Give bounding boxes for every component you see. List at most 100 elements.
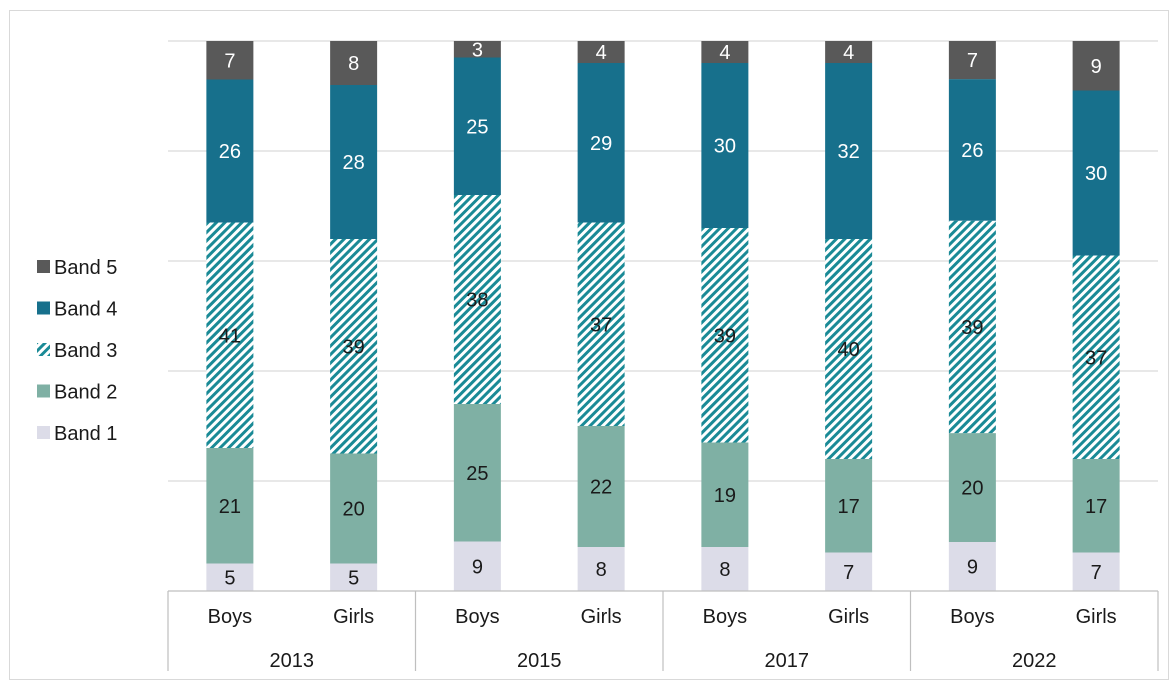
data-label: 39 <box>961 317 983 339</box>
bar-segment-band-5 <box>577 41 625 63</box>
bar-segment-band-2 <box>206 448 254 564</box>
legend-label: Band 5 <box>54 257 117 279</box>
bar-segment-band-5 <box>206 41 254 80</box>
stacked-bar-chart: 5214126752039288925382538223729481939304… <box>37 39 1159 672</box>
data-label: 9 <box>472 556 483 578</box>
data-label: 26 <box>961 140 983 162</box>
bar-segment-band-3 <box>1072 255 1120 459</box>
legend: Band 5 Band 4 Band 3 Band 2 Band 1 <box>37 257 117 445</box>
data-label: 40 <box>838 339 860 361</box>
bar-segment-band-1 <box>577 547 625 591</box>
legend-swatch-band-4 <box>37 301 50 315</box>
bar-segment-band-2 <box>825 459 873 553</box>
legend-label: Band 3 <box>54 340 117 362</box>
data-label: 4 <box>596 42 607 64</box>
group-label: 2022 <box>1012 650 1057 672</box>
bar-segment-band-3 <box>577 222 625 426</box>
data-label: 7 <box>1091 562 1102 584</box>
data-label: 8 <box>719 559 730 581</box>
data-label: 4 <box>719 42 730 64</box>
bar-segment-band-3 <box>701 228 749 443</box>
category-label: Girls <box>1076 606 1117 628</box>
bar-segment-band-1 <box>453 541 501 591</box>
bar-segment-band-1 <box>1072 552 1120 591</box>
category-label: Boys <box>950 606 994 628</box>
legend-label: Band 1 <box>54 423 117 445</box>
legend-swatch-band-1 <box>37 426 50 439</box>
bar-segment-band-3 <box>948 220 996 434</box>
category-label: Boys <box>208 606 252 628</box>
data-label: 7 <box>843 562 854 584</box>
bar-segment-band-5 <box>948 41 996 80</box>
data-label: 37 <box>1085 347 1107 369</box>
bar-segment-band-2 <box>1072 459 1120 553</box>
bar-segment-band-2 <box>701 442 749 547</box>
data-label: 38 <box>466 290 488 312</box>
data-label: 8 <box>348 53 359 75</box>
bar-segment-band-4 <box>577 63 625 223</box>
bar-segment-band-5 <box>1072 41 1120 91</box>
bar-segment-band-4 <box>206 79 254 223</box>
bar-segment-band-1 <box>701 547 749 591</box>
bar-segment-band-4 <box>825 63 873 239</box>
bar-segment-band-1 <box>948 541 996 591</box>
category-label: Girls <box>581 606 622 628</box>
bar-segment-band-5 <box>453 41 501 58</box>
legend-label: Band 2 <box>54 382 117 404</box>
data-label: 30 <box>1085 163 1107 185</box>
legend-swatch-band-3 <box>37 343 50 356</box>
bar-segment-band-3 <box>825 239 873 459</box>
x-axis: Boys Girls 2013 Boys Girls 2015 Boys Girls 2017 B… <box>167 590 1159 672</box>
bar-segment-band-4 <box>453 57 501 195</box>
bar-segment-band-4 <box>1072 90 1120 256</box>
data-label: 21 <box>219 496 241 518</box>
category-label: Girls <box>333 606 374 628</box>
bar-segment-band-1 <box>330 563 378 591</box>
data-label: 25 <box>466 116 488 138</box>
data-label: 4 <box>843 42 854 64</box>
data-label: 28 <box>343 152 365 174</box>
group-label: 2013 <box>270 650 315 672</box>
bar-segment-band-2 <box>453 404 501 542</box>
group-label: 2015 <box>517 650 562 672</box>
bar-segment-band-4 <box>701 63 749 228</box>
bar-segment-band-4 <box>948 79 996 221</box>
category-label: Boys <box>455 606 499 628</box>
data-label: 3 <box>472 39 483 61</box>
bar-segment-band-2 <box>330 453 378 564</box>
legend-label: Band 4 <box>54 299 117 321</box>
legend-swatch-band-2 <box>37 384 50 398</box>
data-label: 22 <box>590 477 612 499</box>
data-label: 39 <box>343 336 365 358</box>
data-label: 5 <box>224 567 235 589</box>
data-label: 17 <box>1085 496 1107 518</box>
bar-segment-band-3 <box>206 222 254 448</box>
data-label: 7 <box>224 50 235 72</box>
data-label: 20 <box>961 478 983 500</box>
data-label: 41 <box>219 325 241 347</box>
bar-segment-band-3 <box>330 239 378 454</box>
data-label: 26 <box>219 141 241 163</box>
data-label: 8 <box>596 559 607 581</box>
bar-segment-band-2 <box>948 433 996 542</box>
bar-segment-band-5 <box>701 41 749 63</box>
gridlines <box>168 40 1158 482</box>
data-label: 25 <box>466 463 488 485</box>
bars: 5214126752039288925382538223729481939304… <box>206 39 1120 591</box>
data-label: 19 <box>714 485 736 507</box>
category-label: Boys <box>703 606 747 628</box>
chart-frame: 5 21 41 26 7 5 20 39 28 8 9 25 38 25 3 8 22 37 29 4 8 19 39 30 4… <box>9 10 1169 680</box>
bar-segment-band-4 <box>330 85 378 239</box>
data-label: 29 <box>590 133 612 155</box>
data-label: 5 <box>348 567 359 589</box>
data-label: 37 <box>590 314 612 336</box>
bar-segment-band-3 <box>453 195 501 404</box>
data-label: 30 <box>714 136 736 158</box>
data-label: 20 <box>343 499 365 521</box>
data-label: 32 <box>838 141 860 163</box>
legend-swatch-band-5 <box>37 260 50 273</box>
bar-segment-band-1 <box>206 563 254 591</box>
group-label: 2017 <box>765 650 810 672</box>
data-label: 17 <box>838 496 860 518</box>
data-label: 39 <box>714 325 736 347</box>
